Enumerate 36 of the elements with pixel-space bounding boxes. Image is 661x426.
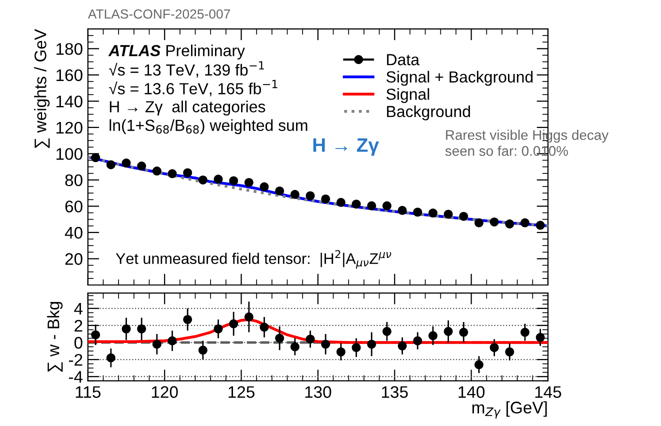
y-tick-label: 60 [65,200,82,212]
y-tick-label: -2 [68,354,82,366]
x-tick-label: 130 [305,386,332,398]
x-tick-label: 140 [458,386,485,398]
x-tick-label: 145 [535,386,562,398]
x-axis-title: m$_{Zγ}$ [GeV] [472,401,547,418]
annotation: ATLAS Preliminary [108,44,245,60]
legend-label: Signal [386,88,430,104]
y-tick-label: 140 [56,96,82,108]
y-tick-label: 2 [74,320,82,332]
legend-label: Data [387,54,420,66]
y-axis-title: ∑ w - Bkg [47,302,63,372]
y-tick-label: 0 [74,336,82,349]
y-tick-label: 120 [56,122,82,134]
legend-label: Signal + Background [386,70,533,86]
annotation: H → Zγ [313,138,379,156]
y-tick-label: -4 [68,371,83,383]
y-tick-label: 100 [56,148,82,160]
y-tick-label: 40 [64,226,82,239]
x-tick-label: 125 [228,386,254,398]
text: ATLAS-CONF-2025-007 [88,9,230,19]
annotation: ln(1+S$_{68}$/B$_{68}$) weighted sum [110,119,308,134]
x-tick-label: 115 [76,386,101,398]
y-tick-label: 160 [56,69,82,82]
x-tick-label: 135 [382,386,408,398]
y-tick-label: 80 [65,174,82,186]
y-axis-title: ∑ weights / GeV [34,29,50,148]
annotation: √s = 13.6 TeV, 165 fb$^{−1}$ [109,80,278,96]
legend-label: Background [387,105,470,120]
annotation: H → Zγ all categories [110,100,266,116]
y-tick-label: 4 [74,302,83,314]
y-tick-label: 180 [56,43,82,55]
y-tick-label: 20 [65,253,82,265]
x-tick-label: 120 [152,386,178,398]
annotation: √s = 13 TeV, 139 fb$^{−1}$ [109,61,264,78]
annotation: Yet unmeasured field tensor: |H$^{2}$|A$_{μν}$Z$^{μν}$ [116,250,392,269]
